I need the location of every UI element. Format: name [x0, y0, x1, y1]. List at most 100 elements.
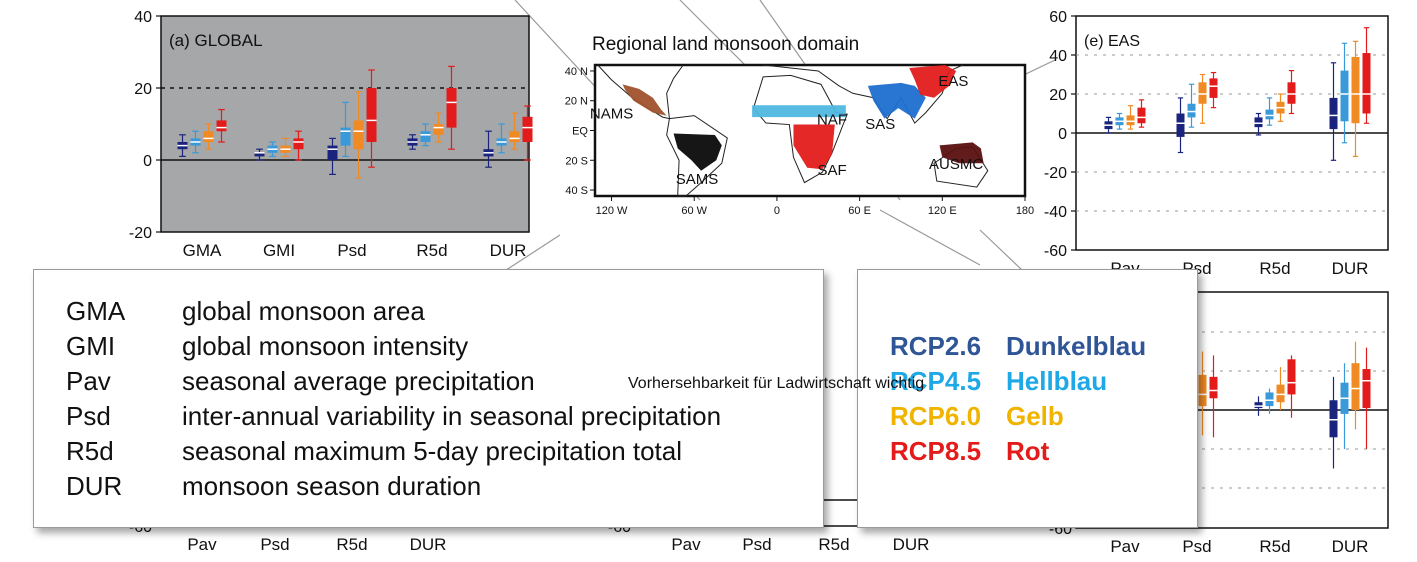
rcp-color-legend: RCP2.6 Dunkelblau RCP4.5 Hellblau RCP6.0 Gelb… [857, 269, 1198, 528]
lat-tick-label: 20 S [565, 155, 588, 167]
x-category-label: DUR [893, 535, 930, 554]
abbreviation-row: Psd inter-annual variability in seasonal … [66, 401, 721, 432]
region-label-naf: NAF [817, 112, 847, 129]
lat-tick-label: 40 S [565, 185, 588, 197]
rcp-legend-row: RCP8.5 Rot [890, 436, 1049, 467]
region-eas [909, 65, 957, 98]
map-title: Regional land monsoon domain [592, 34, 859, 55]
coastline-south-america [666, 115, 728, 197]
box-iqr [1329, 400, 1338, 438]
lon-tick-label: 180 [1016, 205, 1034, 217]
y-tick-label: -60 [1044, 243, 1067, 260]
box-iqr [1351, 56, 1360, 124]
x-category-label: R5d [336, 535, 367, 554]
box-iqr [446, 88, 457, 128]
x-category-label: Pav [187, 535, 217, 554]
lat-tick-label: 20 N [565, 96, 588, 108]
lon-tick-label: 60 E [848, 205, 871, 217]
x-category-label: DUR [490, 241, 527, 260]
region-label-eas: EAS [938, 73, 968, 90]
y-tick-label: 40 [134, 9, 152, 26]
abbreviation-definition: monsoon season duration [182, 471, 482, 501]
region-ausmc [939, 142, 984, 164]
box-iqr [1276, 384, 1285, 403]
x-category-label: DUR [1332, 537, 1369, 556]
box-iqr [254, 152, 265, 157]
x-category-label: Psd [1182, 537, 1211, 556]
x-category-label: Psd [337, 241, 366, 260]
box-iqr [1137, 107, 1146, 124]
box-iqr [433, 124, 444, 135]
rcp-legend-row: RCP4.5 Hellblau [890, 366, 1107, 397]
abbreviation-row: R5d seasonal maximum 5-day precipitation … [66, 436, 682, 467]
rcp-color-name: Gelb [1006, 401, 1064, 431]
box-iqr [293, 138, 304, 150]
lon-tick-label: 60 W [681, 205, 707, 217]
box-iqr [1254, 117, 1263, 128]
rcp-scenario: RCP2.6 [890, 331, 982, 361]
box-iqr [1126, 115, 1135, 126]
rcp-scenario: RCP4.5 [890, 366, 982, 396]
box-iqr [1209, 376, 1218, 399]
y-tick-label: -20 [129, 225, 152, 242]
box-iqr [1329, 97, 1338, 130]
box-iqr [1340, 70, 1349, 122]
region-label-nams: NAMS [590, 106, 633, 123]
box-iqr [1287, 359, 1296, 395]
abbreviation-key: R5d [66, 436, 114, 466]
box-iqr [216, 120, 227, 132]
rcp-color-name: Dunkelblau [1006, 331, 1147, 361]
lon-tick-label: 120 W [596, 205, 628, 217]
y-tick-label: 0 [1058, 126, 1067, 143]
abbreviation-row: DUR monsoon season duration [66, 471, 481, 502]
x-category-label: DUR [410, 535, 447, 554]
abbreviation-key: Pav [66, 366, 111, 396]
box-iqr [522, 116, 533, 142]
box-iqr [353, 120, 364, 150]
x-category-label: Psd [742, 535, 771, 554]
x-category-label: Pav [671, 535, 701, 554]
rcp-color-name: Hellblau [1006, 366, 1108, 396]
y-tick-label: 20 [134, 81, 152, 98]
region-sams [673, 133, 722, 171]
rcp-scenario: RCP6.0 [890, 401, 982, 431]
abbreviation-definition: seasonal maximum 5-day precipitation tot… [182, 436, 683, 466]
lon-tick-label: 0 [774, 205, 780, 217]
box-iqr [1265, 392, 1274, 407]
y-tick-label: 20 [1049, 87, 1067, 104]
abbreviation-key: DUR [66, 471, 123, 501]
lat-tick-label: 40 N [565, 66, 588, 78]
abbreviation-key: GMI [66, 331, 116, 361]
x-category-label: GMI [263, 241, 295, 260]
panel-global: (a) GLOBAL -20 0 20 40 GMA GMI Psd R5d DUR [129, 9, 533, 260]
abbreviation-row: GMA global monsoon area [66, 296, 425, 327]
abbreviation-key: GMA [66, 296, 126, 326]
box-iqr [327, 145, 338, 160]
x-category-label: R5d [1259, 259, 1290, 278]
abbreviation-row: GMI global monsoon intensity [66, 331, 468, 362]
panel-monsoon-map: Regional land monsoon domain NAMS SAMS NAF S… [565, 34, 1034, 217]
rcp-legend-row: RCP6.0 Gelb [890, 401, 1064, 432]
panel-title: (a) GLOBAL [169, 31, 263, 50]
y-tick-label: -40 [1044, 204, 1067, 221]
rcp-scenario: RCP8.5 [890, 436, 982, 466]
box-iqr [340, 127, 351, 146]
y-tick-label: 0 [143, 153, 152, 170]
abbreviation-definition: global monsoon intensity [182, 331, 469, 361]
abbreviation-definition: global monsoon area [182, 296, 425, 326]
box-iqr [1176, 113, 1185, 137]
region-saf [793, 124, 835, 170]
abbreviation-key: Psd [66, 401, 111, 431]
box-iqr [366, 88, 377, 142]
lon-tick-label: 120 E [928, 205, 957, 217]
box-iqr [1265, 109, 1274, 120]
box-iqr [1209, 78, 1218, 98]
box-iqr [1198, 82, 1207, 104]
x-category-label: GMA [183, 241, 222, 260]
y-tick-label: -20 [1044, 165, 1067, 182]
x-category-label: Psd [260, 535, 289, 554]
abbreviation-row: Pav seasonal average precipitation [66, 366, 535, 397]
y-tick-label: 40 [1049, 48, 1067, 65]
region-naf [752, 105, 846, 118]
abbreviation-legend: GMA global monsoon area GMI global monsoon … [33, 269, 824, 528]
